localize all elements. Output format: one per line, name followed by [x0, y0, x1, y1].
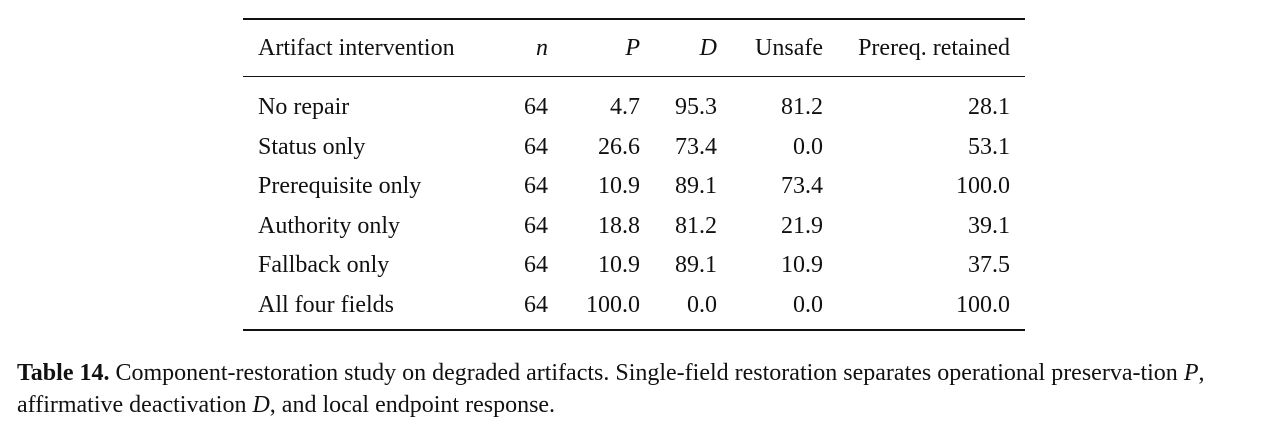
table-row: Prerequisite only 64 10.9 89.1 73.4 100.… — [243, 166, 1025, 206]
caption-var-d: D — [252, 392, 270, 418]
cell-prereq: 28.1 — [968, 93, 1010, 120]
cell-intervention: All four fields — [258, 291, 394, 318]
component-restoration-table: Artifact intervention n P D Unsafe Prere… — [243, 20, 1025, 329]
cell-intervention: Authority only — [258, 212, 400, 239]
cell-p: 10.9 — [598, 173, 640, 200]
table-top-rule — [243, 18, 1025, 20]
cell-d: 81.2 — [675, 212, 717, 239]
cell-d: 73.4 — [675, 133, 717, 160]
results-table-container: Artifact intervention n P D Unsafe Prere… — [243, 18, 1025, 331]
header-d: D — [699, 35, 717, 61]
cell-unsafe: 73.4 — [781, 173, 823, 200]
caption-text-2: , affirmative deactivation — [17, 360, 1205, 418]
caption-text-1: Component-restoration study on degraded … — [109, 360, 1184, 386]
header-p: P — [625, 35, 640, 61]
caption-label: Table 14. — [17, 360, 110, 386]
cell-n: 64 — [524, 212, 548, 239]
cell-prereq: 39.1 — [968, 212, 1010, 239]
cell-p: 18.8 — [598, 212, 640, 239]
cell-n: 64 — [524, 291, 548, 318]
cell-unsafe: 0.0 — [793, 291, 823, 318]
cell-prereq: 100.0 — [956, 291, 1010, 318]
table-body: No repair 64 4.7 95.3 81.2 28.1 Status o… — [243, 77, 1025, 329]
cell-intervention: Prerequisite only — [258, 173, 422, 200]
cell-p: 4.7 — [610, 93, 640, 120]
cell-prereq: 53.1 — [968, 133, 1010, 160]
cell-p: 100.0 — [586, 291, 640, 318]
caption-var-p: P — [1183, 360, 1199, 386]
cell-d: 0.0 — [687, 291, 717, 318]
cell-p: 26.6 — [598, 133, 640, 160]
table-row: No repair 64 4.7 95.3 81.2 28.1 — [243, 77, 1025, 127]
cell-unsafe: 81.2 — [781, 93, 823, 120]
cell-n: 64 — [524, 133, 548, 160]
table-row: All four fields 64 100.0 0.0 0.0 100.0 — [243, 285, 1025, 329]
cell-unsafe: 0.0 — [793, 133, 823, 160]
cell-prereq: 100.0 — [956, 173, 1010, 200]
cell-prereq: 37.5 — [968, 252, 1010, 279]
cell-d: 89.1 — [675, 173, 717, 200]
cell-n: 64 — [524, 252, 548, 279]
table-row: Status only 64 26.6 73.4 0.0 53.1 — [243, 127, 1025, 167]
header-n: n — [536, 35, 548, 61]
cell-p: 10.9 — [598, 252, 640, 279]
cell-d: 95.3 — [675, 93, 717, 120]
cell-intervention: No repair — [258, 93, 350, 120]
table-caption: Table 14. Component-restoration study on… — [17, 357, 1267, 421]
table-mid-rule — [243, 76, 1025, 78]
cell-unsafe: 10.9 — [781, 252, 823, 279]
table-header-row: Artifact intervention n P D Unsafe Prere… — [243, 20, 1025, 76]
cell-unsafe: 21.9 — [781, 212, 823, 239]
cell-d: 89.1 — [675, 252, 717, 279]
caption-text-3: , and local endpoint response. — [269, 392, 556, 418]
cell-n: 64 — [524, 173, 548, 200]
table-row: Fallback only 64 10.9 89.1 10.9 37.5 — [243, 246, 1025, 286]
header-prereq-retained: Prereq. retained — [858, 35, 1010, 61]
cell-intervention: Status only — [258, 133, 366, 160]
header-intervention: Artifact intervention — [258, 35, 455, 61]
header-unsafe: Unsafe — [755, 35, 823, 61]
cell-intervention: Fallback only — [258, 252, 390, 279]
table-row: Authority only 64 18.8 81.2 21.9 39.1 — [243, 206, 1025, 246]
table-bottom-rule — [243, 328, 1025, 331]
cell-n: 64 — [524, 93, 548, 120]
